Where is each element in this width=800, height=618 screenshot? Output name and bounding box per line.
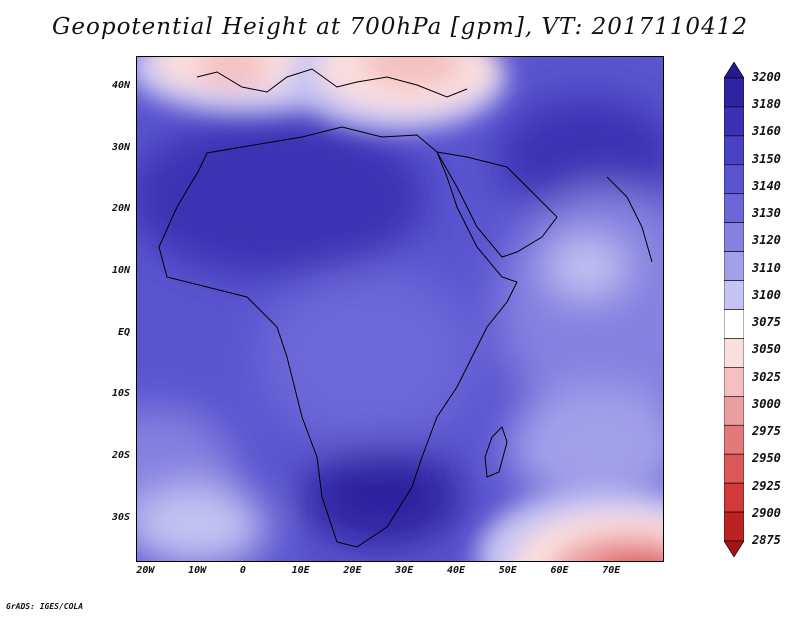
- lat-tick-label: 20N: [111, 203, 130, 215]
- colorbar-swatch: [724, 193, 744, 223]
- colorbar-level-label: 3200: [752, 70, 781, 84]
- lon-tick-label: 20E: [343, 565, 362, 576]
- europe-coastline: [196, 68, 468, 98]
- colorbar-swatch: [724, 396, 744, 426]
- lon-tick-label: 30E: [395, 565, 414, 576]
- lat-tick-label: 10N: [111, 264, 130, 276]
- colorbar-level-label: 3140: [752, 178, 781, 193]
- colorbar-level-label: 3025: [752, 369, 781, 384]
- lon-tick-label: 50E: [498, 565, 517, 576]
- colorbar-swatch: [724, 164, 744, 195]
- lat-tick-label: 40N: [111, 79, 130, 91]
- colorbar-level-label: 2875: [752, 533, 781, 547]
- lon-tick-label: 60E: [550, 565, 569, 576]
- colorbar-swatch: [724, 106, 744, 137]
- colorbar-swatch: [724, 482, 744, 513]
- colorbar-swatch: [724, 309, 744, 339]
- colorbar-swatch: [724, 77, 744, 108]
- field-sahara-high: [137, 117, 427, 277]
- colorbar-swatch: [724, 453, 744, 484]
- lon-tick-label: 0: [239, 565, 246, 576]
- field-south-indian: [507, 387, 663, 507]
- lon-tick-label: 10W: [188, 565, 207, 576]
- colorbar-level-label: 3100: [752, 287, 781, 302]
- colorbar-level-label: 3110: [752, 260, 781, 275]
- colorbar-swatch: [724, 511, 744, 542]
- grads-credit: GrADS: IGES/COLA: [6, 602, 84, 611]
- field-arabia-high: [497, 97, 663, 217]
- arabia-coastline: [436, 151, 558, 258]
- colorbar-level-label: 2975: [752, 424, 781, 439]
- colorbar-level-label: 3130: [752, 206, 781, 221]
- field-se-core: [606, 555, 663, 561]
- lon-tick-label: 70E: [602, 565, 621, 576]
- colorbar-level-label: 2900: [752, 505, 781, 520]
- colorbar-bottom-arrow: [724, 540, 744, 557]
- lon-tick-label: 40E: [446, 565, 465, 576]
- chart-title: Geopotential Height at 700hPa [gpm], VT:…: [52, 14, 748, 40]
- colorbar-level-label: 3160: [752, 124, 781, 139]
- lon-tick-label: 10E: [291, 565, 310, 576]
- lat-tick-label: EQ: [117, 326, 130, 338]
- colorbar-swatch: [724, 367, 744, 397]
- lat-tick-label: 20S: [111, 450, 130, 462]
- field-south-africa-high: [302, 447, 462, 547]
- field-se-mid: [555, 534, 663, 561]
- lat-tick-label: 30S: [111, 511, 130, 523]
- field-atlantic-trough: [137, 487, 267, 561]
- map-plot-area: [136, 56, 664, 562]
- colorbar: [724, 62, 744, 557]
- africa-coastline: [158, 126, 518, 548]
- colorbar-level-label: 3075: [752, 315, 781, 330]
- colorbar-level-label: 3120: [752, 233, 781, 248]
- colorbar-swatch: [724, 251, 744, 281]
- madagascar-coastline: [484, 426, 508, 478]
- colorbar-top-arrow: [724, 62, 744, 79]
- lon-tick-label: 20W: [136, 565, 155, 576]
- colorbar-level-label: 3050: [752, 342, 781, 357]
- field-iberia-core: [197, 57, 267, 87]
- colorbar-swatch: [724, 338, 744, 368]
- colorbar-swatch: [724, 280, 744, 310]
- field-indian-low: [547, 237, 627, 297]
- field-indian-ocean: [497, 187, 663, 427]
- colorbar-swatch: [724, 135, 744, 166]
- geopotential-field: [137, 57, 663, 561]
- lat-tick-label: 30N: [111, 141, 130, 153]
- colorbar-level-label: 2925: [752, 478, 781, 493]
- colorbar-swatch: [724, 424, 744, 455]
- colorbar-swatch: [724, 222, 744, 252]
- colorbar-level-label: 2950: [752, 451, 781, 466]
- india-coastline: [606, 176, 653, 263]
- field-central-africa: [257, 267, 477, 447]
- colorbar-level-label: 3000: [752, 396, 781, 411]
- colorbar-level-label: 3180: [752, 97, 781, 112]
- field-med-core: [362, 57, 462, 87]
- lat-tick-label: 10S: [111, 388, 130, 400]
- colorbar-level-label: 3150: [752, 151, 781, 166]
